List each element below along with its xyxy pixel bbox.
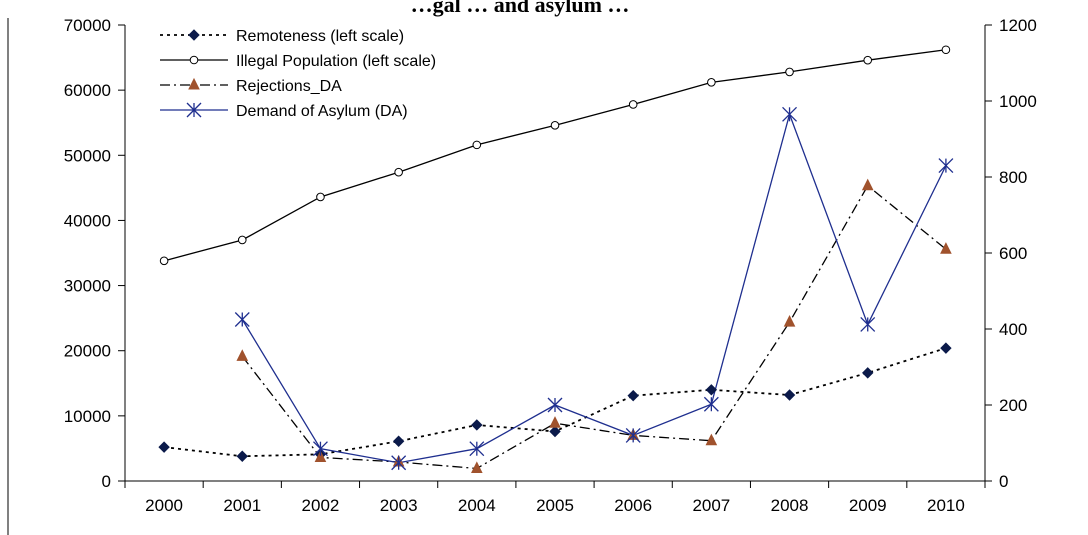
y-right-tick-label: 1200 [999, 16, 1037, 35]
data-point-diamond [862, 367, 874, 379]
y-right-tick-label: 200 [999, 396, 1027, 415]
data-point-circle [189, 55, 199, 65]
y-left-tick-label: 70000 [64, 16, 111, 35]
x-tick-label: 2008 [771, 496, 809, 515]
x-tick-label: 2005 [536, 496, 574, 515]
y-right-tick-label: 600 [999, 244, 1027, 263]
data-point-circle [785, 67, 794, 77]
data-point-circle [707, 78, 716, 87]
data-point-diamond [158, 441, 170, 453]
data-point-diamond [549, 425, 561, 438]
axes: 0 10000 20000 30000 40000 50000 60000 70000 0 200… [7, 16, 1037, 535]
y-left-tick-label: 50000 [64, 146, 111, 165]
x-tick-label: 2006 [614, 496, 652, 515]
legend: Remoteness (left scale) Illegal Populatio… [160, 28, 436, 120]
chart-title-fragment: …gal … and asylum … [411, 0, 630, 17]
y-left-tick-label: 10000 [64, 407, 111, 426]
data-point-circle [472, 140, 482, 150]
data-point-circle [394, 167, 403, 177]
data-point-triangle [471, 461, 483, 473]
data-point-circle [237, 235, 247, 245]
series-line-3 [241, 112, 947, 464]
x-tick-label: 2009 [849, 496, 887, 515]
y-right-tick-label: 800 [999, 168, 1027, 187]
y-left-tick-label: 20000 [64, 342, 111, 361]
y-left-tick-label: 30000 [64, 277, 111, 296]
data-point-diamond [783, 389, 796, 401]
data-point-triangle [549, 416, 561, 428]
y-right-tick-label: 0 [999, 472, 1008, 491]
y-right-tick-label: 400 [999, 320, 1027, 339]
data-point-diamond [392, 435, 405, 447]
x-tick-label: 2001 [223, 496, 261, 515]
data-point-triangle [940, 242, 952, 254]
legend-label-0: Remoteness (left scale) [236, 28, 404, 45]
x-tick-label: 2002 [302, 496, 340, 515]
data-point-circle [159, 256, 169, 266]
y-right-tick-label: 1000 [999, 92, 1037, 111]
data-point-circle [316, 192, 325, 202]
y-left-tick-label: 0 [102, 472, 111, 491]
x-tick-label: 2003 [380, 496, 418, 515]
series-markers [158, 45, 954, 473]
data-point-triangle [861, 178, 874, 191]
legend-label-3: Demand of Asylum (DA) [236, 103, 408, 120]
y-left-tick-label: 60000 [64, 81, 111, 100]
data-point-triangle [783, 315, 796, 327]
data-point-triangle [314, 450, 327, 462]
data-point-diamond [236, 450, 248, 462]
data-point-diamond [627, 389, 639, 402]
data-point-circle [941, 45, 951, 55]
y-left-tick-label: 40000 [64, 211, 111, 230]
x-tick-label: 2000 [145, 496, 183, 515]
data-point-triangle [705, 433, 718, 446]
data-point-triangle [236, 349, 249, 361]
x-tick-label: 2007 [692, 496, 730, 515]
x-tick-label: 2010 [927, 496, 965, 515]
data-point-diamond [471, 419, 483, 431]
data-point-triangle [188, 77, 200, 90]
legend-label-2: Rejections_DA [236, 78, 342, 95]
data-point-circle [628, 100, 638, 109]
data-point-diamond [940, 342, 952, 354]
data-point-diamond [188, 29, 200, 41]
data-point-diamond [705, 384, 718, 396]
series-line-2 [241, 184, 947, 470]
legend-label-1: Illegal Population (left scale) [236, 53, 436, 70]
data-point-circle [863, 55, 873, 65]
x-tick-label: 2004 [458, 496, 496, 515]
data-point-circle [550, 121, 560, 130]
